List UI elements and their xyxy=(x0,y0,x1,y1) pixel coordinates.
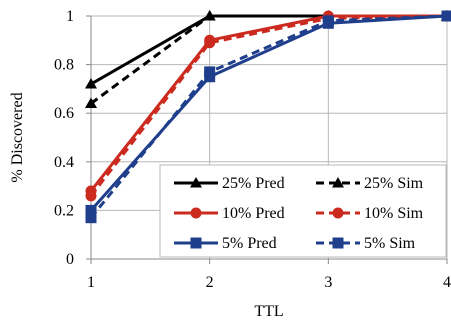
legend-swatch-marker xyxy=(332,207,344,219)
data-point xyxy=(85,212,97,224)
legend-label: 5% Sim xyxy=(364,235,416,252)
data-point xyxy=(204,66,216,78)
legend-swatch-marker xyxy=(332,237,344,249)
y-tick-label: 1 xyxy=(66,8,74,25)
legend-swatch-marker xyxy=(190,237,202,249)
legend-label: 10% Pred xyxy=(222,205,285,222)
y-tick-label: 0.6 xyxy=(54,105,74,122)
series-line xyxy=(89,14,447,192)
series-line xyxy=(89,14,448,197)
y-tick-label: 0.8 xyxy=(54,57,74,74)
x-tick-label: 3 xyxy=(324,274,332,291)
data-point xyxy=(204,37,216,49)
legend-label: 25% Pred xyxy=(222,175,285,192)
data-point xyxy=(441,10,451,22)
data-point xyxy=(85,78,97,89)
legend-item: 5% Sim xyxy=(316,235,416,252)
legend-item: 10% Sim xyxy=(316,205,424,222)
data-point xyxy=(85,204,97,216)
x-tick-label: 2 xyxy=(206,274,214,291)
legend-swatch-marker xyxy=(332,177,344,188)
legend-item: 10% Pred xyxy=(174,205,285,222)
data-point xyxy=(203,10,216,21)
axes: 0 0.2 0.4 0.6 0.8 1 1 2 3 4 xyxy=(54,8,451,291)
data-point xyxy=(85,190,97,202)
legend-item: 25% Pred xyxy=(174,175,285,192)
series-line xyxy=(89,14,448,219)
y-tick-label: 0.2 xyxy=(54,202,74,219)
legend: 25% Pred 25% Sim 10% Pred 10% Sim 5% Pred 5% … xyxy=(159,164,447,258)
legend-label: 10% Sim xyxy=(364,205,424,222)
series-group xyxy=(85,10,451,224)
y-axis-title: % Discovered xyxy=(9,92,26,182)
legend-swatch-marker xyxy=(190,177,202,188)
y-tick-label: 0.4 xyxy=(54,154,74,171)
legend-swatch-marker xyxy=(190,207,202,219)
y-tick-label: 0 xyxy=(66,251,74,268)
series-5pct-sim xyxy=(85,10,451,224)
legend-item: 25% Sim xyxy=(316,175,424,192)
legend-item: 5% Pred xyxy=(174,235,277,252)
x-tick-label: 4 xyxy=(443,274,451,291)
legend-label: 5% Pred xyxy=(222,235,277,252)
data-point xyxy=(322,15,334,27)
series-25pct-sim xyxy=(85,10,451,108)
x-tick-label: 1 xyxy=(87,274,95,291)
x-axis-title: TTL xyxy=(254,303,283,320)
legend-label: 25% Sim xyxy=(364,175,424,192)
data-point xyxy=(85,97,97,108)
